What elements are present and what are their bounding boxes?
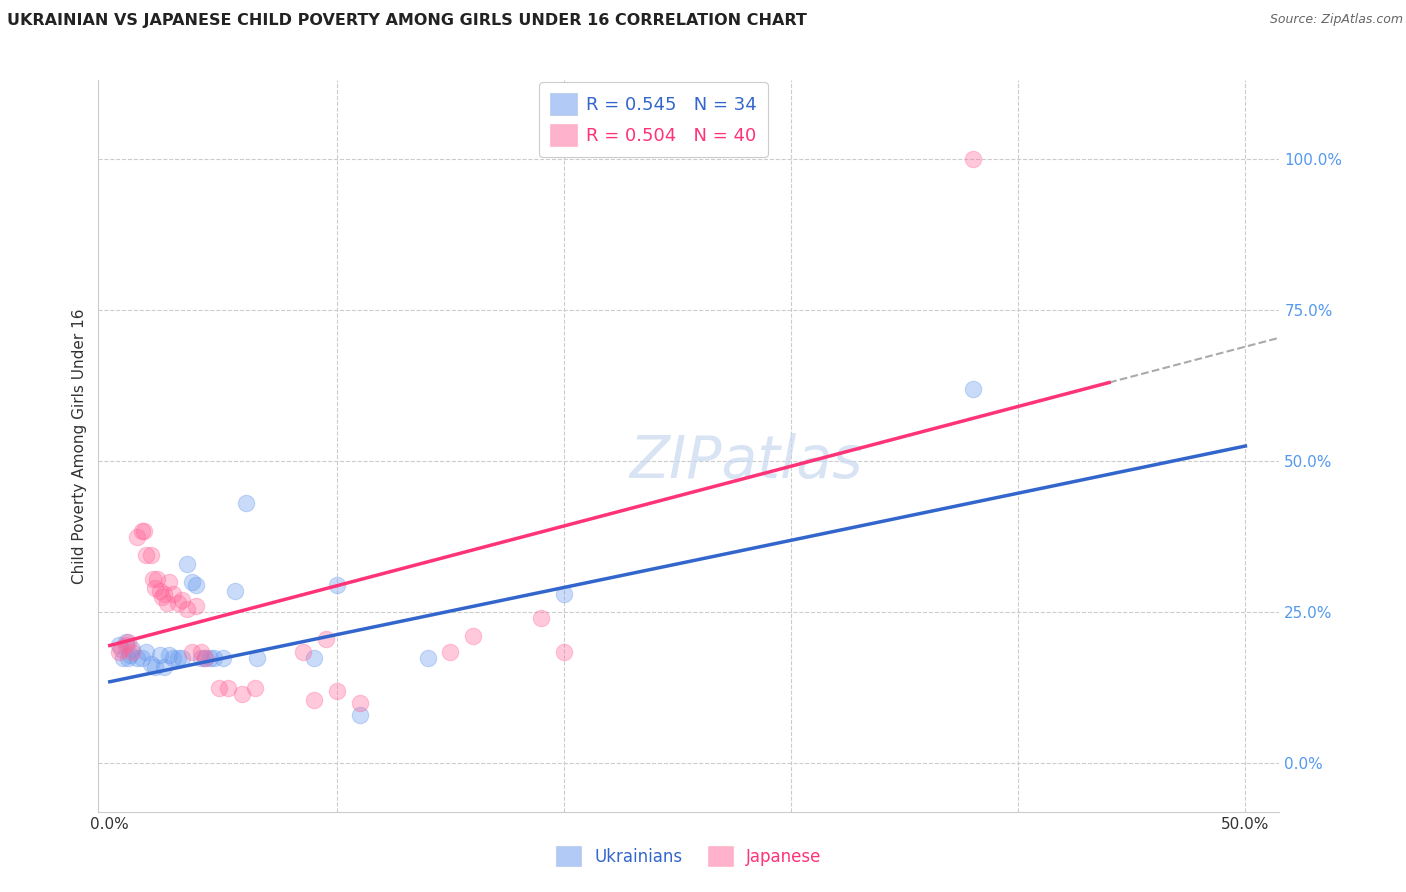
Point (180, 574, 202, 589)
Point (190, 650, 212, 665)
Point (315, 632, 337, 647)
Point (117, 650, 139, 665)
Point (157, 574, 180, 589)
Point (194, 650, 217, 665)
Point (112, 650, 135, 665)
Point (142, 572, 165, 586)
Y-axis label: Child Poverty Among Girls Under 16: Child Poverty Among Girls Under 16 (72, 309, 87, 583)
Point (231, 687, 253, 701)
Point (184, 578, 207, 592)
Point (302, 693, 325, 707)
Point (121, 644, 143, 658)
Point (302, 650, 325, 665)
Point (117, 635, 139, 649)
Point (180, 644, 202, 658)
Point (150, 590, 173, 604)
Point (125, 530, 148, 544)
Point (121, 641, 143, 656)
Point (194, 650, 217, 665)
Point (167, 596, 190, 610)
Point (243, 681, 266, 695)
Point (530, 611, 553, 625)
Point (190, 644, 212, 658)
Point (235, 496, 257, 510)
Point (208, 681, 231, 695)
Point (157, 648, 180, 662)
Point (149, 648, 172, 662)
Text: UKRAINIAN VS JAPANESE CHILD POVERTY AMONG GIRLS UNDER 16 CORRELATION CHART: UKRAINIAN VS JAPANESE CHILD POVERTY AMON… (7, 13, 807, 29)
Point (135, 548, 157, 562)
Text: ZIPatlas: ZIPatlas (628, 433, 862, 490)
Point (108, 644, 131, 658)
Point (162, 587, 184, 601)
Legend: Ukrainians, Japanese: Ukrainians, Japanese (550, 839, 828, 873)
Point (153, 659, 176, 673)
Point (176, 602, 198, 616)
Point (143, 581, 166, 595)
Point (162, 650, 184, 665)
Point (139, 657, 162, 671)
Point (167, 650, 190, 665)
Point (149, 584, 172, 599)
Point (131, 650, 153, 665)
Point (198, 650, 221, 665)
Point (224, 584, 246, 599)
Point (176, 557, 198, 571)
Point (212, 650, 235, 665)
Point (114, 635, 136, 649)
Point (125, 650, 148, 665)
Point (131, 524, 153, 538)
Point (172, 593, 194, 607)
Point (291, 644, 314, 658)
Text: Source: ZipAtlas.com: Source: ZipAtlas.com (1270, 13, 1403, 27)
Point (349, 708, 371, 723)
Point (349, 696, 371, 710)
Point (553, 644, 575, 658)
Point (463, 629, 485, 643)
Point (326, 683, 349, 698)
Point (139, 548, 162, 562)
Point (962, 382, 984, 396)
Point (217, 681, 239, 695)
Point (202, 650, 225, 665)
Point (246, 650, 269, 665)
Point (135, 644, 157, 658)
Point (153, 587, 176, 601)
Point (416, 650, 439, 665)
Point (120, 648, 142, 662)
Point (326, 578, 349, 592)
Point (184, 599, 207, 614)
Point (172, 650, 194, 665)
Point (146, 572, 169, 586)
Point (553, 587, 575, 601)
Point (155, 596, 177, 610)
Point (114, 639, 136, 653)
Point (110, 641, 132, 656)
Point (108, 639, 131, 653)
Point (962, 152, 984, 166)
Point (439, 644, 461, 658)
Point (143, 659, 166, 673)
Point (132, 524, 155, 538)
